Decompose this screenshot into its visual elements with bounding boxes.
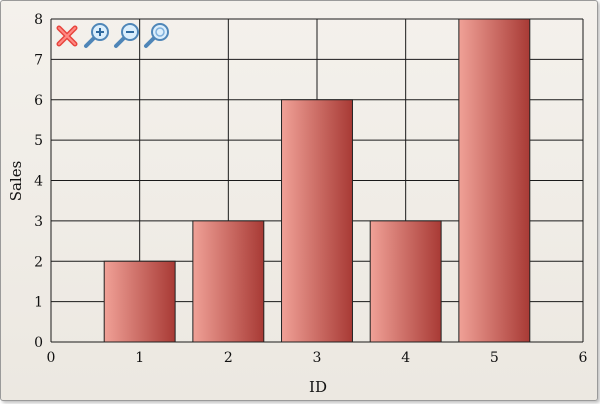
- y-tick-label: 6: [34, 93, 43, 109]
- zoom-out-icon: [114, 23, 139, 48]
- x-tick-label: 1: [135, 350, 144, 366]
- y-tick-label: 0: [34, 335, 43, 351]
- bars: [103, 18, 531, 343]
- bar: [458, 18, 531, 343]
- close-x-icon: [56, 25, 78, 47]
- x-axis-label: ID: [309, 378, 327, 396]
- bar: [103, 260, 176, 343]
- x-tick-label: 3: [313, 350, 322, 366]
- x-tick-label: 6: [579, 350, 588, 366]
- tick-labels: 0 1 2 3 4 5 6 7 8 0 1 2 3 4 5 6: [34, 12, 587, 366]
- zoom-icon: [144, 23, 169, 48]
- x-tick-label: 5: [490, 350, 499, 366]
- x-tick-label: 4: [401, 350, 410, 366]
- y-tick-label: 8: [34, 12, 43, 28]
- x-tick-label: 0: [47, 350, 56, 366]
- y-tick-label: 1: [34, 295, 43, 311]
- zoom-fit-button[interactable]: [143, 21, 171, 49]
- reset-zoom-button[interactable]: [53, 21, 81, 49]
- y-tick-label: 5: [34, 133, 43, 149]
- y-tick-label: 2: [34, 254, 43, 270]
- y-tick-label: 3: [34, 214, 43, 230]
- zoom-toolbar: [53, 21, 171, 49]
- y-axis-label: Sales: [7, 161, 25, 202]
- zoom-out-button[interactable]: [113, 21, 141, 49]
- zoom-in-icon: [84, 23, 109, 48]
- bar: [281, 99, 353, 343]
- bar: [192, 220, 265, 343]
- x-tick-label: 2: [224, 350, 233, 366]
- y-tick-label: 7: [34, 52, 43, 68]
- bar: [369, 220, 442, 343]
- y-tick-label: 4: [34, 174, 43, 190]
- zoom-in-button[interactable]: [83, 21, 111, 49]
